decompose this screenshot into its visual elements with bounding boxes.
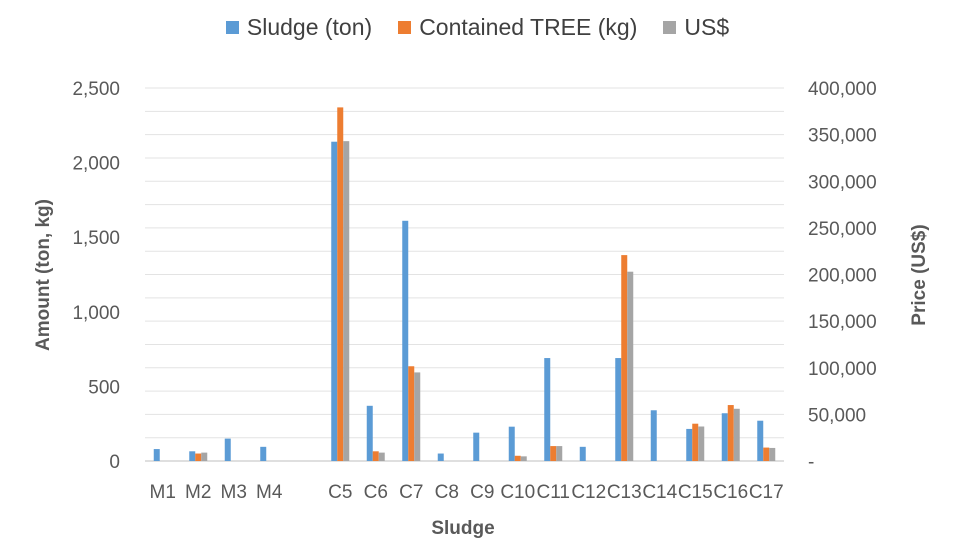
legend-label-tree: Contained TREE (kg): [419, 14, 638, 40]
x-tick-label: C16: [713, 482, 748, 503]
legend-item-sludge: Sludge (ton): [225, 14, 373, 41]
y2-tick-label: 150,000: [808, 312, 877, 333]
bar-0: [757, 420, 764, 461]
bar-0: [686, 428, 693, 461]
bar-2: [201, 452, 208, 461]
bar-2: [733, 408, 740, 461]
y-tick-label: 1,000: [72, 303, 120, 324]
legend: Sludge (ton) Contained TREE (kg) US$: [0, 14, 955, 41]
x-axis-title: Sludge: [431, 518, 494, 539]
bar-0: [508, 426, 515, 461]
bar-1: [408, 366, 415, 461]
y2-tick-label: 50,000: [808, 405, 866, 426]
bar-0: [437, 453, 444, 461]
bar-1: [621, 255, 628, 461]
x-tick-label: C14: [642, 482, 677, 503]
bar-1: [550, 446, 557, 461]
bar-2: [343, 141, 350, 461]
bar-0: [189, 451, 196, 461]
bar-2: [378, 452, 385, 461]
bar-1: [692, 423, 699, 461]
x-tick-label: C15: [678, 482, 713, 503]
x-tick-label: C5: [328, 482, 352, 503]
bar-0: [260, 446, 267, 461]
y2-tick-label: 300,000: [808, 172, 877, 193]
legend-item-tree: Contained TREE (kg): [398, 14, 637, 41]
bar-2: [520, 456, 527, 461]
legend-label-usd: US$: [684, 14, 730, 40]
bar-1: [763, 447, 770, 461]
bar-0: [579, 446, 586, 461]
x-tick-label: C10: [500, 482, 535, 503]
y2-tick-label: 200,000: [808, 266, 877, 287]
legend-label-sludge: Sludge (ton): [246, 14, 373, 40]
bar-0: [331, 141, 338, 461]
bar-0: [544, 358, 551, 461]
y2-tick-label: 100,000: [808, 359, 877, 380]
bar-0: [615, 358, 622, 461]
bar-1: [195, 453, 202, 461]
bar-0: [473, 432, 480, 461]
bar-2: [556, 446, 563, 461]
bar-0: [153, 449, 160, 461]
y-tick-label: 2,500: [72, 79, 120, 100]
x-tick-label: C17: [749, 482, 784, 503]
x-tick-label: C11: [537, 482, 570, 503]
bar-2: [414, 372, 421, 461]
bar-1: [727, 405, 734, 461]
x-tick-label: C8: [435, 482, 459, 503]
bar-0: [366, 405, 373, 461]
bar-2: [769, 447, 776, 461]
y2-tick-label: 400,000: [808, 79, 877, 100]
y2-tick-label: 250,000: [808, 219, 877, 240]
y2-axis-title: Price (US$): [909, 224, 930, 325]
x-tick-label: M3: [221, 482, 247, 503]
bar-0: [402, 220, 409, 461]
y-tick-label: 2,000: [72, 154, 120, 175]
x-tick-label: C13: [607, 482, 642, 503]
bar-0: [650, 410, 657, 461]
y-tick-label: 500: [88, 377, 120, 398]
legend-swatch-sludge: [225, 21, 239, 34]
y-tick-label: 1,500: [72, 228, 120, 249]
bar-1: [372, 451, 379, 461]
bar-1: [514, 455, 521, 461]
bar-0: [224, 438, 231, 461]
x-tick-label: M1: [150, 482, 176, 503]
y-tick-label: 0: [109, 452, 120, 473]
legend-swatch-usd: [663, 21, 677, 34]
bar-2: [627, 271, 634, 461]
x-tick-label: M2: [185, 482, 211, 503]
y2-tick-label: 350,000: [808, 126, 877, 147]
bar-1: [337, 107, 344, 462]
x-tick-label: C9: [470, 482, 494, 503]
x-tick-label: C6: [364, 482, 388, 503]
x-tick-label: C12: [571, 482, 606, 503]
bar-2: [698, 426, 705, 461]
bar-0: [721, 413, 728, 461]
x-tick-label: C7: [399, 482, 423, 503]
y-axis-title: Amount (ton, kg): [33, 199, 54, 351]
y2-tick-label: -: [808, 452, 814, 473]
x-tick-label: M4: [256, 482, 283, 503]
legend-swatch-tree: [398, 21, 412, 34]
legend-item-usd: US$: [663, 14, 729, 41]
